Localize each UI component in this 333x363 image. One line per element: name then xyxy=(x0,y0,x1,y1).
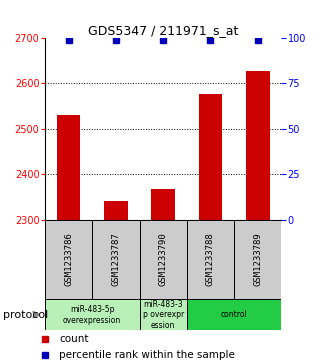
Text: count: count xyxy=(59,334,89,344)
Text: percentile rank within the sample: percentile rank within the sample xyxy=(59,350,235,360)
Bar xyxy=(92,220,140,299)
Text: GSM1233786: GSM1233786 xyxy=(64,233,73,286)
Bar xyxy=(104,201,128,220)
Text: GSM1233790: GSM1233790 xyxy=(159,233,168,286)
Text: miR-483-5p
overexpression: miR-483-5p overexpression xyxy=(63,305,121,325)
Bar xyxy=(45,220,92,299)
Bar xyxy=(187,299,281,330)
Bar xyxy=(45,299,140,330)
Bar xyxy=(151,189,175,220)
Text: GSM1233788: GSM1233788 xyxy=(206,233,215,286)
Bar xyxy=(246,71,269,220)
Bar xyxy=(140,299,187,330)
Bar xyxy=(140,220,187,299)
Bar xyxy=(57,115,81,220)
Text: GSM1233789: GSM1233789 xyxy=(253,233,262,286)
Text: protocol: protocol xyxy=(3,310,49,320)
Text: control: control xyxy=(221,310,247,319)
Bar xyxy=(234,220,281,299)
Text: GSM1233787: GSM1233787 xyxy=(111,233,121,286)
Bar xyxy=(187,220,234,299)
Text: miR-483-3
p overexpr
ession: miR-483-3 p overexpr ession xyxy=(143,300,184,330)
Bar xyxy=(198,94,222,220)
Title: GDS5347 / 211971_s_at: GDS5347 / 211971_s_at xyxy=(88,24,238,37)
